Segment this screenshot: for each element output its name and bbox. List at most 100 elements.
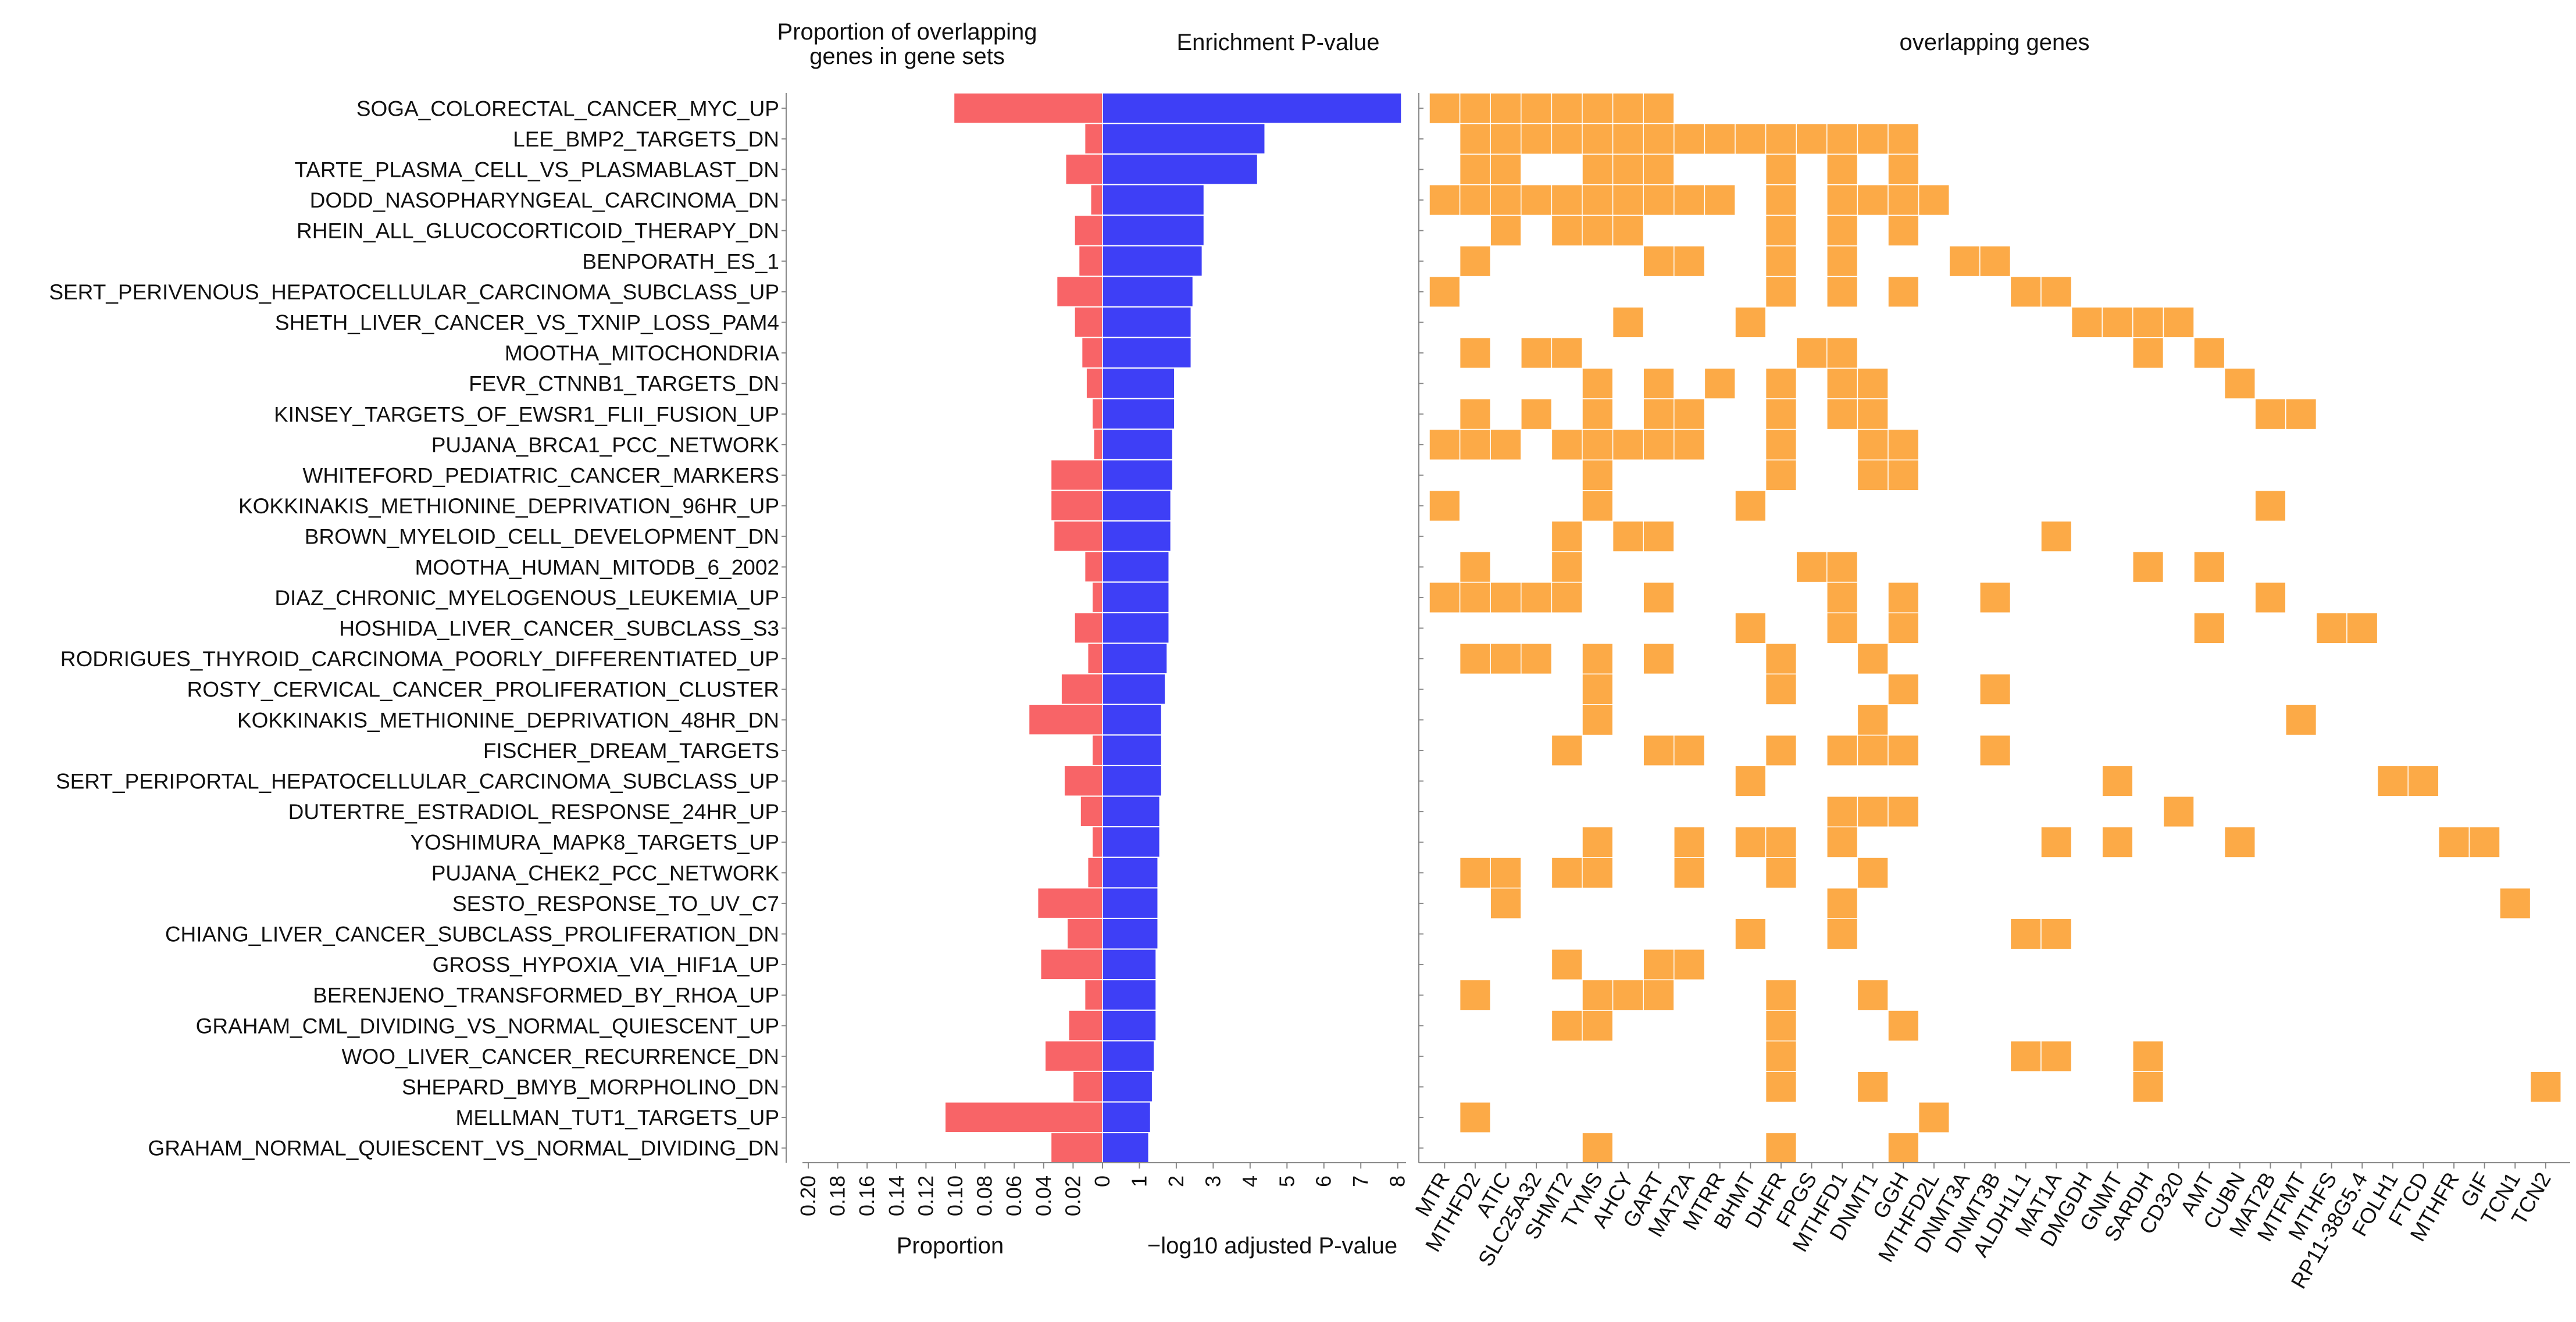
overlap-cell xyxy=(1551,428,1583,460)
overlap-cell xyxy=(1765,1071,1797,1103)
gene-set-label: GRAHAM_CML_DIVIDING_VS_NORMAL_QUIESCENT_… xyxy=(196,1014,779,1038)
overlap-cell xyxy=(1490,581,1522,613)
overlap-cell xyxy=(1735,918,1767,950)
overlap-cell xyxy=(1551,123,1583,155)
overlap-cell xyxy=(1643,92,1675,124)
overlap-cell xyxy=(1826,796,1858,828)
overlap-cell xyxy=(1429,184,1461,216)
overlap-cell xyxy=(1888,612,1919,644)
pvalue-bar xyxy=(1102,184,1205,216)
overlap-cell xyxy=(1857,459,1889,491)
overlap-cell xyxy=(1765,673,1797,705)
gene-set-label: DUTERTRE_ESTRADIOL_RESPONSE_24HR_UP xyxy=(288,800,779,824)
overlap-cell xyxy=(1551,857,1583,889)
overlap-cell xyxy=(1582,428,1614,460)
overlap-cell xyxy=(1765,734,1797,766)
proportion-tick-label: 0.02 xyxy=(1061,1175,1084,1216)
overlap-cell xyxy=(1765,826,1797,858)
proportion-bar xyxy=(1064,765,1103,796)
overlap-cell xyxy=(1826,367,1858,399)
overlap-cell xyxy=(1888,1132,1919,1164)
pvalue-bar xyxy=(1102,887,1158,919)
overlap-cell xyxy=(1643,428,1675,460)
proportion-axis-title: Proportion xyxy=(897,1233,1004,1259)
overlap-cell xyxy=(2163,306,2195,338)
proportion-bar xyxy=(1086,367,1103,399)
overlap-cell xyxy=(1551,551,1583,583)
overlap-cell xyxy=(1459,857,1491,889)
overlap-cell xyxy=(2040,276,2072,308)
pvalue-bar xyxy=(1102,612,1169,644)
pvalue-bar xyxy=(1102,796,1161,827)
overlap-cell xyxy=(2102,306,2133,338)
overlap-cell xyxy=(1643,581,1675,613)
gene-set-label: ROSTY_CERVICAL_CANCER_PROLIFERATION_CLUS… xyxy=(187,678,779,702)
overlap-cell xyxy=(1857,1071,1889,1103)
overlap-cell xyxy=(1826,215,1858,246)
proportion-bar xyxy=(1050,459,1103,491)
overlap-cell xyxy=(1643,520,1675,552)
overlap-cell xyxy=(1857,184,1889,216)
overlap-cell xyxy=(1888,459,1919,491)
overlap-cell xyxy=(1857,428,1889,460)
overlap-cell xyxy=(2285,704,2317,736)
overlap-cell xyxy=(1612,428,1644,460)
overlap-matrix xyxy=(1429,92,2561,1164)
proportion-bar xyxy=(1084,551,1103,583)
gene-set-label: SERT_PERIVENOUS_HEPATOCELLULAR_CARCINOMA… xyxy=(49,280,779,304)
pvalue-bar xyxy=(1102,367,1175,399)
pvalue-panel-title: Enrichment P-value xyxy=(1176,30,1379,55)
proportion-bar xyxy=(1091,734,1103,766)
overlap-cell xyxy=(1551,337,1583,369)
overlap-cell xyxy=(1582,398,1614,430)
proportion-tick-label: 0.16 xyxy=(855,1175,879,1216)
gene-set-label: FISCHER_DREAM_TARGETS xyxy=(483,739,779,763)
overlap-cell xyxy=(1459,398,1491,430)
overlap-cell xyxy=(2193,551,2225,583)
overlap-cell xyxy=(1582,673,1614,705)
overlap-cell xyxy=(1490,857,1522,889)
overlap-cell xyxy=(1459,581,1491,613)
overlap-cell xyxy=(1429,92,1461,124)
overlap-cell xyxy=(1674,949,1706,981)
overlap-cell xyxy=(1674,123,1706,155)
pvalue-bar xyxy=(1102,704,1162,735)
gene-set-label: RODRIGUES_THYROID_CARCINOMA_POORLY_DIFFE… xyxy=(60,647,779,671)
proportion-bar xyxy=(1087,857,1103,888)
pvalue-bars xyxy=(1102,92,1402,1164)
overlap-cell xyxy=(1735,765,1767,797)
overlap-cell xyxy=(1735,826,1767,858)
overlap-cell xyxy=(2132,306,2164,338)
overlap-cell xyxy=(1521,184,1553,216)
overlap-cell xyxy=(1459,123,1491,155)
overlap-cell xyxy=(2040,1040,2072,1072)
overlap-cell xyxy=(1888,153,1919,185)
overlap-cell xyxy=(1765,398,1797,430)
overlap-cell xyxy=(1674,398,1706,430)
gene-set-label: HOSHIDA_LIVER_CANCER_SUBCLASS_S3 xyxy=(339,617,779,641)
overlap-cell xyxy=(1735,123,1767,155)
overlap-cell xyxy=(1857,734,1889,766)
proportion-bar xyxy=(1080,796,1103,827)
pvalue-tick-label: 1 xyxy=(1127,1175,1151,1187)
overlap-cell xyxy=(1429,581,1461,613)
overlap-cell xyxy=(1459,184,1491,216)
overlap-cell xyxy=(1735,612,1767,644)
proportion-bar xyxy=(1078,245,1103,277)
overlap-cell xyxy=(1612,520,1644,552)
pvalue-bar xyxy=(1102,215,1205,246)
gene-set-label: TARTE_PLASMA_CELL_VS_PLASMABLAST_DN xyxy=(294,158,779,182)
overlap-cell xyxy=(1643,979,1675,1011)
overlap-cell xyxy=(1857,704,1889,736)
overlap-cell xyxy=(1674,184,1706,216)
proportion-bar xyxy=(1091,581,1103,613)
overlap-cell xyxy=(1612,215,1644,246)
overlap-cell xyxy=(1979,245,2011,277)
pvalue-tick-label: 6 xyxy=(1312,1175,1336,1187)
overlap-cell xyxy=(1490,153,1522,185)
pvalue-tick-label: 7 xyxy=(1348,1175,1372,1187)
gene-set-label: LEE_BMP2_TARGETS_DN xyxy=(513,127,779,151)
overlap-cell xyxy=(1918,184,1950,216)
overlap-cell xyxy=(1429,428,1461,460)
overlap-cell xyxy=(1888,796,1919,828)
